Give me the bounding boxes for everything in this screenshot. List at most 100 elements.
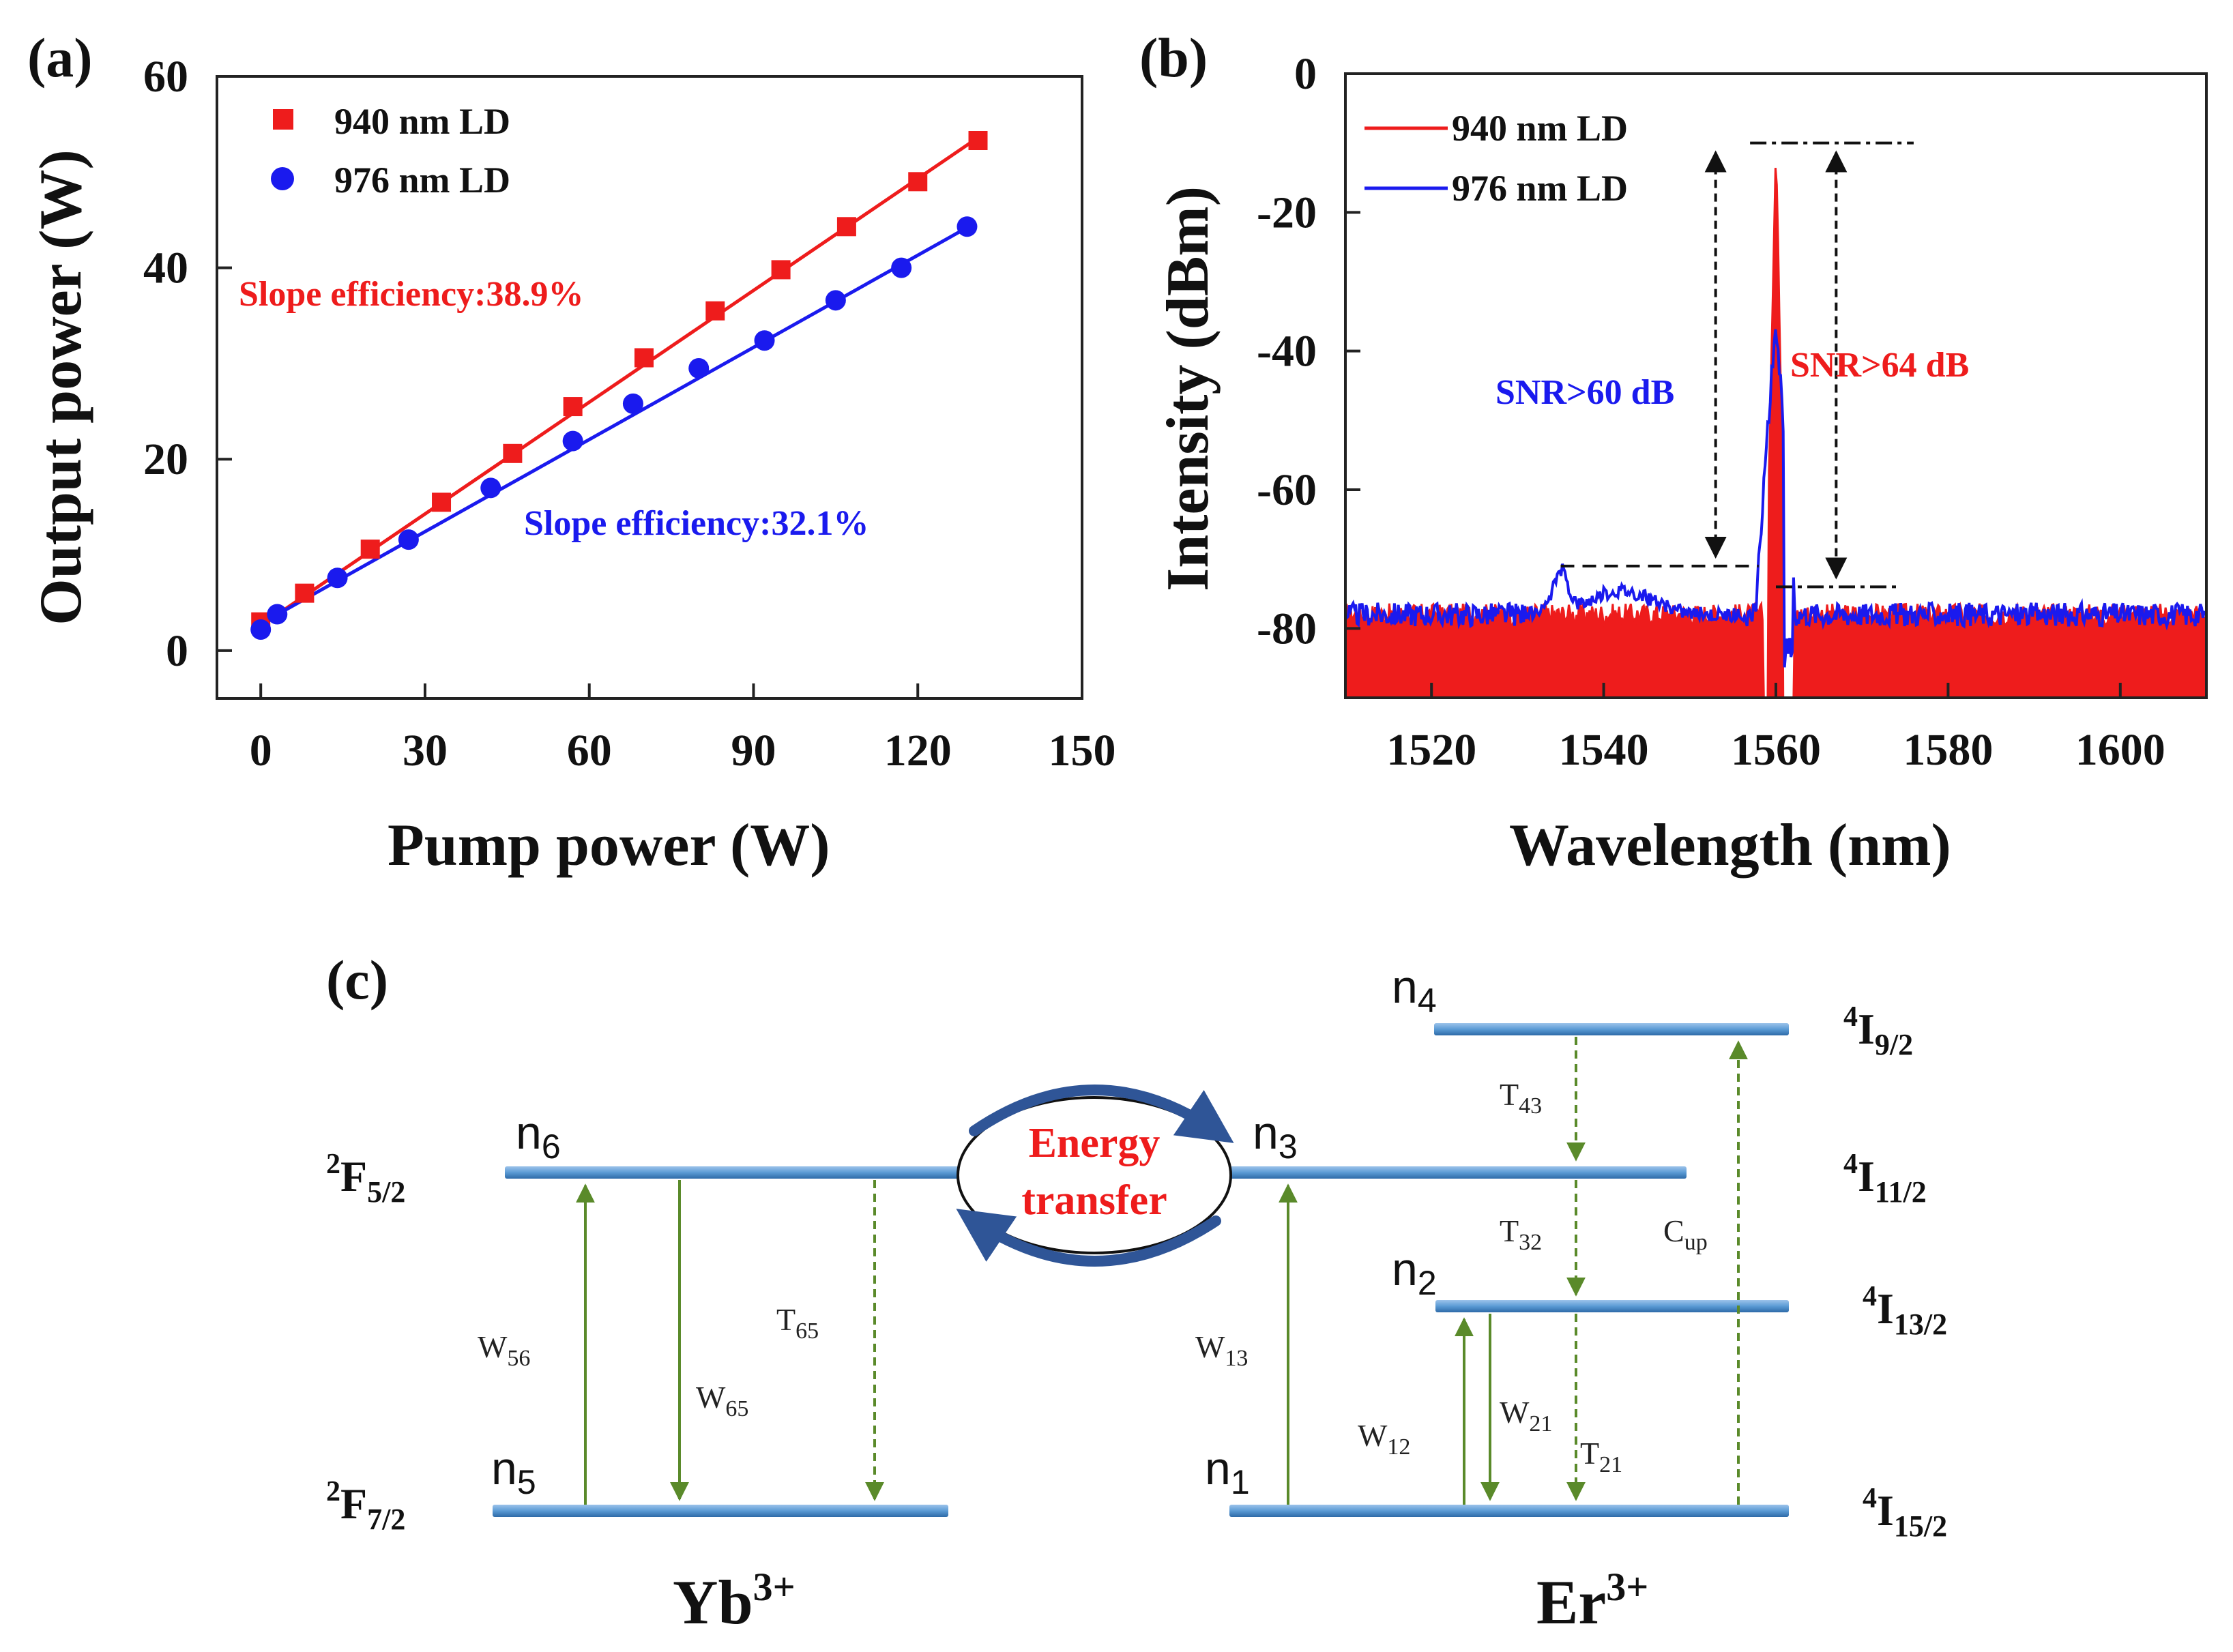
y-tick-label: 0 <box>1294 49 1317 99</box>
x-tick-label: 30 <box>403 726 448 776</box>
data-point-940 <box>705 301 725 321</box>
panel-b-label: (b) <box>1139 27 1208 89</box>
plot-a-ticks: 0 30 60 90 120 150 0 20 40 60 <box>143 52 1116 776</box>
y-tick-label: -40 <box>1257 327 1317 377</box>
data-point-940 <box>563 397 583 417</box>
y-tick-label: 60 <box>143 52 188 102</box>
panel-a: (a) 0 30 60 90 120 150 0 20 40 60 940 nm LD 976 n… <box>27 27 1116 879</box>
x-tick-label: 150 <box>1049 726 1116 776</box>
level-bar-er-n2 <box>1435 1300 1789 1312</box>
plot-b-ticks: 1520 1540 1560 1580 1600 0 -20 -40 -60 -80 <box>1257 49 2165 775</box>
ion-label-yb: Yb3+ <box>673 1565 796 1637</box>
rate-label-cup: Cup <box>1663 1213 1708 1255</box>
level-label-n6: n6 <box>516 1107 561 1166</box>
x-tick-label: 120 <box>884 726 952 776</box>
plot-b-snr-markers <box>1560 141 1914 589</box>
panel-c-label: (c) <box>326 949 388 1011</box>
level-label-n2: n2 <box>1392 1243 1437 1302</box>
plot-a-frame <box>216 75 1083 700</box>
legend-940-label: 940 nm LD <box>334 101 510 142</box>
rate-label-t65: T65 <box>776 1302 819 1344</box>
data-point-940 <box>360 540 380 559</box>
x-tick-label: 1540 <box>1559 725 1649 775</box>
level-bar-er-n3 <box>1229 1166 1687 1179</box>
term-er-4i112: 4I11/2 <box>1843 1149 1927 1209</box>
data-point-976 <box>688 357 710 379</box>
data-point-976 <box>398 529 419 550</box>
data-point-940 <box>634 348 654 368</box>
data-point-940 <box>771 260 791 280</box>
data-point-976 <box>267 604 288 625</box>
plot-b-xlabel: Wavelength (nm) <box>1509 812 1951 879</box>
rate-label-t32: T32 <box>1500 1213 1542 1255</box>
data-point-940 <box>295 583 315 603</box>
level-bar-er-n4 <box>1434 1023 1789 1035</box>
rate-label-w12: W12 <box>1358 1418 1410 1460</box>
level-bar-er-n1 <box>1229 1505 1789 1517</box>
rate-label-w65: W65 <box>696 1380 748 1421</box>
data-point-976 <box>250 619 272 640</box>
x-tick-label: 90 <box>731 726 776 776</box>
plot-a-ylabel: Output power (W) <box>28 149 94 625</box>
panel-c-energy-diagram: (c) Energy transfer n6 n5 n4 n3 n2 n1 <box>326 949 1947 1637</box>
legend-976-label: 976 nm LD <box>334 160 510 201</box>
data-point-976 <box>622 393 643 414</box>
plot-b-ylabel: Intensity (dBm) <box>1155 186 1221 591</box>
level-bar-yb-upper <box>505 1166 961 1179</box>
energy-transfer-line2: transfer <box>1021 1177 1167 1224</box>
data-point-976 <box>327 567 348 589</box>
data-point-976 <box>754 330 775 351</box>
energy-transfer-line1: Energy <box>1029 1120 1161 1166</box>
y-tick-label: -20 <box>1257 188 1317 237</box>
x-tick-label: 60 <box>567 726 612 776</box>
legend-976-marker <box>271 167 294 190</box>
fit-line-940 <box>259 136 979 628</box>
snr-976-annotation: SNR>60 dB <box>1495 373 1674 412</box>
energy-transfer-ellipse <box>957 1096 1232 1254</box>
data-point-940 <box>503 443 523 463</box>
plot-a-markers <box>250 131 988 640</box>
level-label-n5: n5 <box>491 1443 536 1501</box>
x-tick-label: 1600 <box>2075 725 2165 775</box>
rate-label-t21: T21 <box>1580 1436 1622 1477</box>
legend-b-940-label: 940 nm LD <box>1452 108 1628 149</box>
data-point-976 <box>480 477 501 499</box>
data-point-940 <box>968 131 988 151</box>
level-bar-yb-ground <box>493 1505 948 1517</box>
term-er-4i132: 4I13/2 <box>1863 1281 1947 1341</box>
energy-transfer-forward-arrow <box>969 1085 1234 1143</box>
x-tick-label: 1520 <box>1386 725 1476 775</box>
rate-label-w13: W13 <box>1195 1329 1248 1371</box>
level-label-n1: n1 <box>1205 1443 1250 1501</box>
x-tick-label: 1560 <box>1731 725 1821 775</box>
legend-b-976-label: 976 nm LD <box>1452 168 1628 209</box>
panel-a-label: (a) <box>27 27 93 89</box>
energy-transfer-back-arrow <box>956 1209 1221 1267</box>
y-tick-label: 20 <box>143 434 188 484</box>
slope-940-annotation: Slope efficiency:38.9% <box>239 275 583 314</box>
data-point-976 <box>562 430 583 452</box>
snr-940-annotation: SNR>64 dB <box>1790 346 1969 385</box>
ion-label-er: Er3+ <box>1536 1565 1648 1637</box>
data-point-976 <box>825 290 846 311</box>
y-tick-label: -60 <box>1257 465 1317 515</box>
legend-940-marker <box>273 109 293 130</box>
data-point-976 <box>891 257 912 278</box>
data-point-976 <box>957 216 978 237</box>
slope-976-annotation: Slope efficiency:32.1% <box>524 504 869 543</box>
y-tick-label: 0 <box>166 626 188 676</box>
panel-b: (b) 1520 1540 1560 1580 1600 0 -20 -40 -60 -80 94… <box>1139 27 2208 879</box>
term-yb-2f52: 2F5/2 <box>326 1149 405 1209</box>
data-point-940 <box>432 492 452 512</box>
rate-label-w21: W21 <box>1500 1395 1552 1436</box>
term-er-4i92: 4I9/2 <box>1843 1001 1913 1061</box>
level-label-n4: n4 <box>1392 961 1437 1020</box>
rate-label-t43: T43 <box>1500 1077 1542 1119</box>
data-point-940 <box>836 217 856 237</box>
rate-label-w56: W56 <box>478 1329 530 1371</box>
term-yb-2f72: 2F7/2 <box>326 1476 405 1536</box>
spectrum-976-trace <box>1345 329 2206 668</box>
x-tick-label: 1580 <box>1903 725 1993 775</box>
level-label-n3: n3 <box>1253 1107 1298 1166</box>
